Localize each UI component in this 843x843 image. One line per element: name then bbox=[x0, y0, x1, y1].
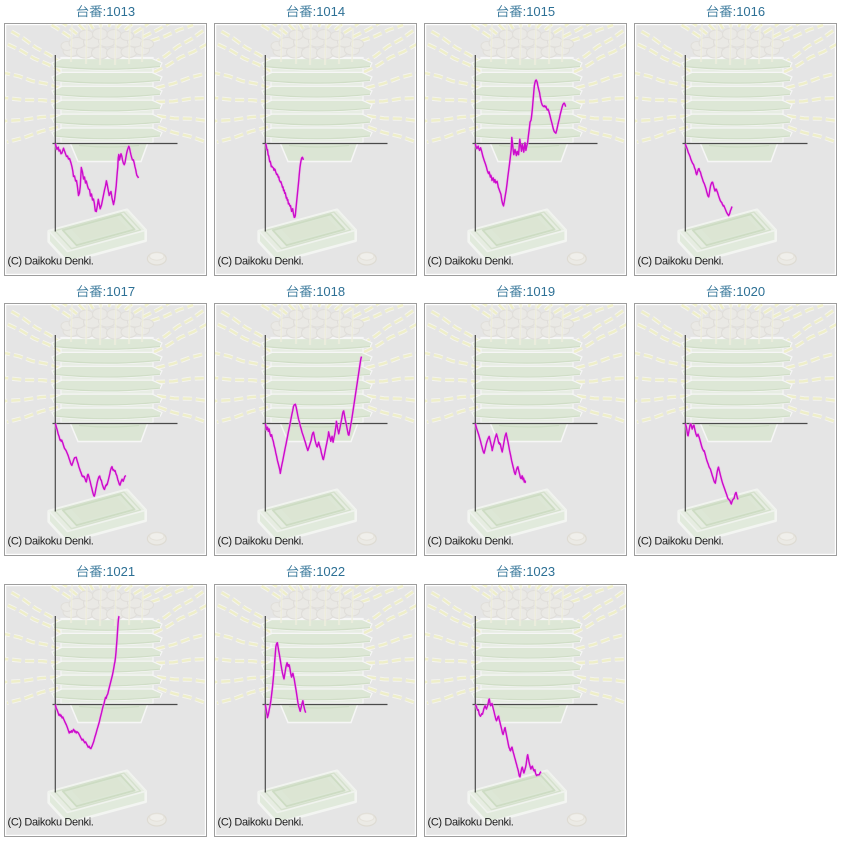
svg-text:(C) Daikoku Denki.: (C) Daikoku Denki. bbox=[638, 256, 724, 268]
svg-text:(C) Daikoku Denki.: (C) Daikoku Denki. bbox=[428, 536, 514, 548]
svg-text::1020: :1020 bbox=[733, 284, 765, 299]
svg-text:(C) Daikoku Denki.: (C) Daikoku Denki. bbox=[638, 536, 724, 548]
svg-text::1018: :1018 bbox=[313, 284, 345, 299]
svg-text::1014: :1014 bbox=[313, 4, 345, 19]
svg-text::1022: :1022 bbox=[313, 564, 345, 579]
svg-text:(C) Daikoku Denki.: (C) Daikoku Denki. bbox=[8, 536, 94, 548]
svg-text:(C) Daikoku Denki.: (C) Daikoku Denki. bbox=[218, 256, 304, 268]
svg-text::1023: :1023 bbox=[523, 564, 555, 579]
svg-text:(C) Daikoku Denki.: (C) Daikoku Denki. bbox=[218, 816, 304, 828]
svg-text::1021: :1021 bbox=[103, 564, 135, 579]
svg-text::1019: :1019 bbox=[523, 284, 555, 299]
svg-text:(C) Daikoku Denki.: (C) Daikoku Denki. bbox=[428, 256, 514, 268]
svg-text:(C) Daikoku Denki.: (C) Daikoku Denki. bbox=[8, 816, 94, 828]
svg-text::1013: :1013 bbox=[103, 4, 135, 19]
svg-text:(C) Daikoku Denki.: (C) Daikoku Denki. bbox=[218, 536, 304, 548]
svg-text::1015: :1015 bbox=[523, 4, 555, 19]
svg-text:(C) Daikoku Denki.: (C) Daikoku Denki. bbox=[8, 256, 94, 268]
svg-text::1017: :1017 bbox=[103, 284, 135, 299]
svg-text::1016: :1016 bbox=[733, 4, 765, 19]
svg-text:(C) Daikoku Denki.: (C) Daikoku Denki. bbox=[428, 816, 514, 828]
